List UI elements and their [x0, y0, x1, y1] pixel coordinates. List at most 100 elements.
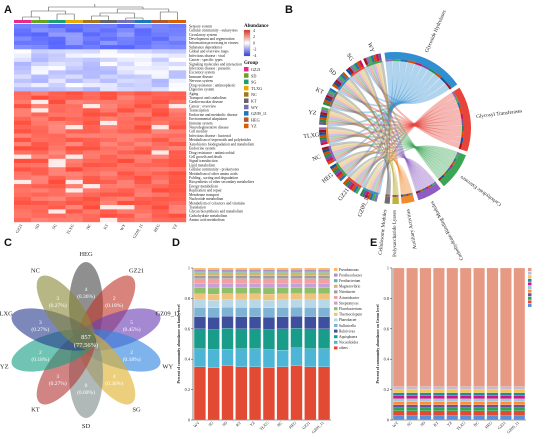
heatmap-cell — [151, 116, 169, 122]
heatmap-cell — [168, 171, 187, 176]
heatmap-cell — [117, 61, 135, 67]
heatmap-cell — [31, 36, 49, 42]
heatmap-cell — [134, 91, 152, 96]
heatmap-cell — [151, 91, 169, 96]
heatmap-cell — [82, 57, 101, 63]
category-band — [388, 194, 390, 197]
heatmap-cell — [48, 116, 66, 122]
heatmap-cell — [117, 82, 135, 88]
heatmap-cell — [134, 175, 152, 181]
category-band — [393, 194, 395, 197]
heatmap-cell — [65, 32, 83, 37]
heatmap-cell — [134, 141, 152, 147]
heatmap-cell — [134, 61, 152, 67]
heatmap-cell — [151, 49, 169, 54]
heatmap-cell — [134, 45, 152, 50]
heatmap-cell — [168, 179, 187, 185]
heatmap-cell — [168, 141, 187, 147]
group-arc-segment — [342, 178, 350, 185]
petal-count: 3 — [56, 296, 59, 302]
bar-segment — [194, 270, 206, 273]
heatmap-cell — [65, 87, 83, 92]
bar-segment — [221, 299, 234, 308]
bar-segment — [419, 415, 432, 421]
heatmap-cell — [31, 70, 49, 75]
bar-segment — [276, 270, 289, 273]
group-arc-segment — [319, 122, 327, 125]
heatmap-cell — [14, 129, 32, 134]
bar-segment — [446, 395, 459, 399]
heatmap-cell — [31, 40, 49, 46]
bar-segment — [276, 278, 289, 284]
heatmap-cell — [82, 78, 101, 84]
bar-segment — [406, 401, 418, 405]
heatmap-cell — [82, 116, 101, 122]
heatmap-cell — [14, 99, 32, 105]
heatmap-cell — [82, 129, 101, 134]
heatmap-cell — [14, 53, 32, 58]
bar-segment — [304, 287, 317, 294]
legend-swatch — [244, 85, 249, 91]
petal-name: TLXG — [0, 310, 13, 317]
group-label: SG — [345, 53, 355, 63]
heatmap-cell — [82, 150, 101, 155]
heatmap-cell — [117, 28, 135, 33]
category-band — [438, 177, 442, 181]
bar-segment — [406, 389, 418, 393]
bar-segment — [500, 392, 512, 396]
bar-segment — [304, 307, 317, 317]
category-band — [385, 194, 387, 197]
heatmap-cell — [134, 28, 152, 33]
bar-segment — [419, 407, 432, 411]
heatmap-cell — [65, 104, 83, 109]
heatmap-cell — [117, 125, 135, 130]
bar-segment — [221, 272, 234, 276]
heatmap-cell — [117, 108, 135, 113]
bar-segment — [500, 398, 512, 402]
legend-swatch — [244, 67, 249, 72]
group-arc-segment — [345, 68, 353, 76]
heatmap-cell — [168, 28, 187, 33]
bar-segment — [290, 272, 303, 276]
bar-segment — [290, 328, 303, 348]
heatmap-cell — [151, 70, 169, 75]
legend-swatch — [334, 268, 338, 271]
row-label: Immune system — [189, 121, 213, 125]
bar-segment — [235, 366, 248, 421]
bar-segment — [194, 269, 206, 272]
row-label: Glycan biosynthesis and metabolism — [189, 210, 243, 214]
heatmap-cell — [168, 163, 187, 168]
heatmap-cell — [82, 104, 101, 109]
genus-bar-panel: 0 0.2 0.4 0.6 0.8 1 Percent of community abund… — [376, 266, 532, 434]
heatmap-cell — [151, 213, 169, 218]
heatmap-cell — [168, 184, 187, 189]
colorbar-tick: 0 — [253, 40, 255, 45]
category-band — [425, 186, 429, 190]
category-band — [433, 181, 437, 185]
heatmap-cells — [14, 24, 187, 223]
heatmap-cell — [48, 171, 66, 176]
heatmap-cell — [31, 49, 49, 54]
heatmap-cell — [48, 150, 66, 155]
heatmap-cell — [31, 120, 49, 126]
heatmap-cell — [168, 188, 187, 193]
group-arc-segment — [325, 94, 333, 100]
bar-segment — [406, 398, 418, 402]
heatmap-cell — [65, 175, 83, 181]
category-band — [387, 194, 389, 197]
group-arc-segment — [361, 190, 368, 198]
bar-segment — [446, 410, 459, 416]
heatmap-cell — [117, 196, 135, 202]
group-color-cell — [48, 20, 66, 23]
group-arc-segment — [377, 53, 382, 61]
category-label: Carbohydrate Esterases — [459, 174, 502, 207]
heatmap-cell — [82, 167, 101, 172]
heatmap-cell — [100, 196, 118, 202]
category-band — [387, 194, 388, 197]
heatmap-cell — [117, 120, 135, 126]
petal-count: 2 — [113, 296, 116, 302]
category-arc — [384, 52, 458, 89]
petal-name: YZ — [0, 364, 9, 371]
heatmap-cell — [31, 192, 49, 197]
